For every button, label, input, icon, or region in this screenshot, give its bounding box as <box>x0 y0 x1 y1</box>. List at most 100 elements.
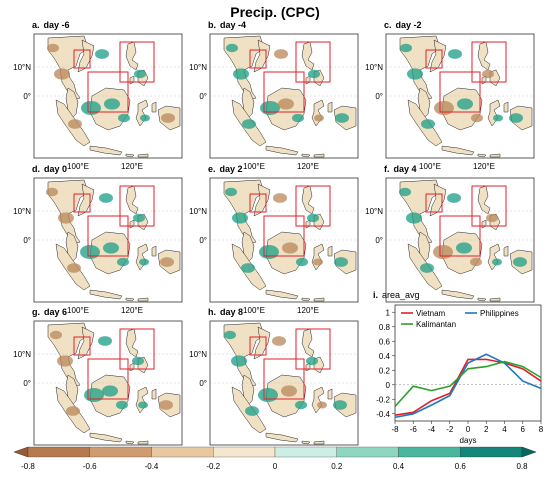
precip-anomaly <box>84 388 104 402</box>
colorbar-extend-left <box>13 446 29 458</box>
lon-tick-label: 120°E <box>297 162 319 171</box>
precip-anomaly <box>306 356 318 366</box>
colorbar-segment <box>336 446 399 458</box>
series-line-vietnam <box>394 358 542 416</box>
lat-tick-label: 0° <box>23 92 31 101</box>
philippines-box <box>295 41 331 83</box>
colorbar-tick-label: -0.6 <box>83 462 97 471</box>
colorbar-tick-label: -0.8 <box>21 462 35 471</box>
map-panel-0: a. day -6 10°N 0° 100°E 120°E <box>13 20 183 171</box>
precip-anomaly <box>54 68 70 80</box>
precip-anomaly <box>104 98 120 110</box>
lat-tick-label: 0° <box>23 236 31 245</box>
precip-anomaly <box>133 213 145 223</box>
legend-label: Philippines <box>480 309 519 318</box>
precip-anomaly <box>296 257 308 267</box>
lon-tick-label: 120°E <box>121 306 143 315</box>
lat-tick-label: 0° <box>375 92 383 101</box>
precip-anomaly <box>492 258 502 266</box>
precip-anomaly <box>281 385 297 397</box>
precip-anomaly <box>486 213 498 223</box>
precip-anomaly <box>314 114 324 122</box>
kalimantan-box <box>263 215 305 257</box>
precip-anomaly <box>400 43 412 53</box>
x-tick-label: 6 <box>521 425 526 434</box>
lat-tick-label: 0° <box>199 236 207 245</box>
precip-anomaly <box>80 245 100 259</box>
precip-anomaly <box>81 101 101 115</box>
lat-tick-label: 10°N <box>365 63 383 72</box>
precip-anomaly <box>399 187 411 197</box>
precip-anomaly <box>493 114 503 122</box>
precip-anomaly <box>118 113 130 123</box>
map-panel-label: a. <box>32 20 40 30</box>
lon-tick-label: 100°E <box>243 306 265 315</box>
map-panel-day: day 2 <box>220 164 243 174</box>
precip-anomaly <box>273 193 287 203</box>
precip-anomaly <box>421 119 435 129</box>
precip-anomaly <box>295 400 307 410</box>
map-panel-day: day -6 <box>44 20 70 30</box>
chart-label: i. <box>373 290 378 300</box>
philippines-box <box>119 185 155 227</box>
x-tick-label: 0 <box>466 425 471 434</box>
colorbar-tick-label: 0.6 <box>455 462 467 471</box>
precip-anomaly <box>457 98 473 110</box>
x-axis-label: days <box>460 436 477 445</box>
y-tick-label: 0.8 <box>379 323 391 332</box>
kalimantan-box <box>87 71 129 113</box>
legend-label: Vietnam <box>416 309 446 318</box>
chart-title-text: area_avg <box>382 290 420 300</box>
line-chart-panel: i. area_avg -0.4 -0.2 0 0.2 0.4 0.6 0.8 1 -8 -6 -4 -2… <box>373 290 544 445</box>
lat-tick-label: 10°N <box>189 350 207 359</box>
precip-anomaly <box>161 113 175 123</box>
kalimantan-box <box>87 358 129 400</box>
precip-anomaly <box>434 101 454 115</box>
precip-anomaly <box>98 336 112 346</box>
precip-anomaly <box>245 406 259 416</box>
precip-anomaly <box>66 406 80 416</box>
map-panel-7: h. day 8 10°N 0° 100°E 120°E <box>189 307 359 458</box>
precip-anomaly <box>57 355 73 367</box>
map-panel-day: day 8 <box>220 307 243 317</box>
colorbar-segment <box>89 446 152 458</box>
precip-anomaly <box>456 242 472 254</box>
colorbar-tick-label: 0 <box>273 462 278 471</box>
precip-anomaly <box>307 213 319 223</box>
precip-anomaly <box>138 401 148 409</box>
precip-anomaly <box>433 245 453 259</box>
precip-anomaly <box>47 43 59 53</box>
precip-anomaly <box>282 242 298 254</box>
precip-anomaly <box>470 257 482 267</box>
precip-anomaly <box>482 69 494 79</box>
vietnam-box <box>73 193 91 213</box>
precip-anomaly <box>67 263 81 273</box>
y-tick-label: 0.2 <box>379 366 391 375</box>
y-tick-label: 0 <box>386 381 391 390</box>
precip-anomaly <box>233 68 249 80</box>
x-tick-label: -4 <box>428 425 436 434</box>
vietnam-box <box>249 49 267 69</box>
map-panel-day: day -4 <box>220 20 246 30</box>
colorbar-segment <box>151 446 214 458</box>
lat-tick-label: 10°N <box>13 207 31 216</box>
map-panel-title: c. day -2 <box>384 20 422 30</box>
precip-anomaly <box>292 113 304 123</box>
x-tick-label: -2 <box>446 425 454 434</box>
colorbar-segment <box>27 446 90 458</box>
y-tick-label: 0.6 <box>379 337 391 346</box>
map-panel-label: e. <box>208 164 216 174</box>
map-panel-title: e. day 2 <box>208 164 243 174</box>
precip-anomaly <box>159 400 173 410</box>
y-tick-label: -0.2 <box>376 395 390 404</box>
lat-tick-label: 0° <box>375 236 383 245</box>
precip-anomaly <box>232 212 248 224</box>
legend-label: Kalimantan <box>416 320 456 329</box>
map-panel-title: d. day 0 <box>32 164 67 174</box>
map-panel-6: g. day 6 10°N 0° 100°E 120°E <box>13 307 183 458</box>
precip-anomaly <box>317 401 327 409</box>
precip-anomaly <box>313 258 323 266</box>
precip-anomaly <box>160 257 174 267</box>
precip-anomaly <box>509 113 523 123</box>
map-panel-5: f. day 4 10°N 0° 100°E 120°E <box>365 164 535 315</box>
